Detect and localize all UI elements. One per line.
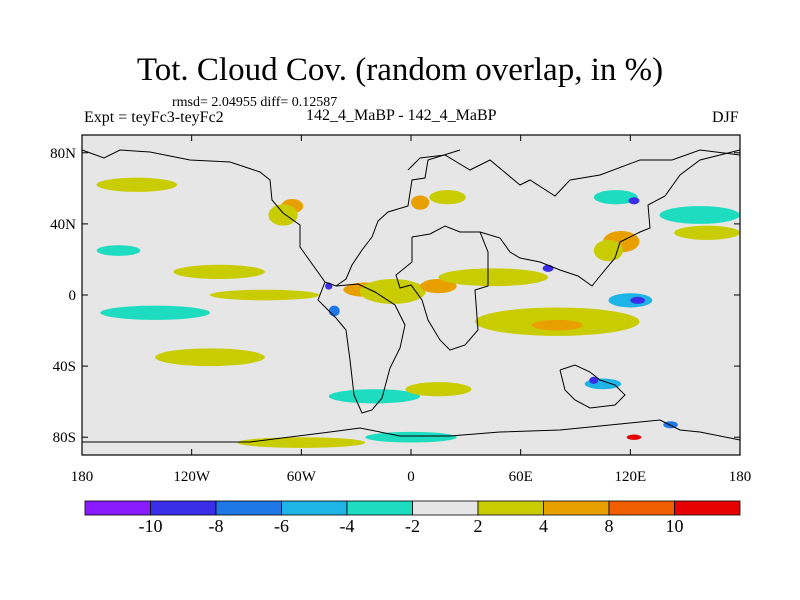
colorbar-bin	[346, 500, 413, 516]
colorbar-label: 8	[605, 516, 614, 536]
anomaly-pacific-s-cyan	[96, 245, 141, 256]
coastline-antarctica	[82, 419, 741, 443]
anomaly-n-pacific-yellow	[674, 225, 740, 240]
colorbar-bin	[412, 500, 479, 516]
anomaly-pacific-n-band	[96, 177, 178, 192]
colorbar-bin	[84, 500, 151, 516]
anomaly-antarctic-cyan	[365, 431, 457, 443]
colorbar-bin	[215, 500, 282, 516]
anomaly-pacific-s-band-2	[155, 348, 265, 367]
x-tick-label: 60E	[509, 469, 533, 485]
anomaly-pacific-s-band	[100, 305, 210, 320]
colorbar-label: -6	[274, 516, 289, 536]
colorbar-bin	[608, 500, 675, 516]
coastline-australia	[559, 364, 626, 409]
colorbar-bin	[477, 500, 544, 516]
x-tick-label: 180	[729, 469, 752, 485]
colorbar-label: -4	[340, 516, 355, 536]
x-tick-label: 0	[407, 469, 415, 485]
anomaly-e-asia-yellow	[593, 239, 624, 262]
anomaly-siberia-deep	[628, 197, 640, 205]
x-tick-label: 120W	[173, 469, 211, 485]
coastline-north-eurasia	[407, 149, 741, 197]
anomaly-africa-eq-orange	[420, 279, 457, 294]
anomaly-europe-orange	[411, 195, 430, 210]
colorbar-label: -2	[405, 516, 420, 536]
anomaly-s-ocean-yellow-2	[237, 437, 366, 448]
anomaly-s-ocean-cyan	[328, 389, 421, 404]
colorbar-bin	[674, 500, 741, 516]
colorbar-bin	[150, 500, 217, 516]
chart-title: Tot. Cloud Cov. (random overlap, in %)	[136, 52, 664, 88]
coastline-asia	[479, 149, 741, 287]
anomaly-n-pacific-cyan	[659, 206, 740, 224]
colorbar-label: 2	[474, 516, 483, 536]
coastlines	[81, 149, 741, 443]
y-tick-label: 40N	[50, 217, 76, 233]
colorbar-label: 4	[539, 516, 548, 536]
anomaly-w-pacific-blue	[608, 293, 653, 308]
y-tick-label: 40S	[53, 359, 76, 375]
anomaly-indian-s-orange	[531, 319, 583, 331]
x-tick-label: 60W	[287, 469, 317, 485]
anomaly-indian-band-yellow	[438, 268, 549, 287]
colorbar-label: -10	[139, 516, 163, 536]
colorbar-bin	[281, 500, 348, 516]
anomaly-se-asia-deep	[542, 264, 554, 272]
x-axis: 180 120W 60W 0 60E 120E 180	[71, 135, 752, 485]
anomaly-indian-s-deep	[589, 376, 599, 384]
coastline-south-america	[317, 281, 406, 414]
anomaly-n-america-yellow	[268, 204, 298, 226]
anomaly-antarctic-red	[626, 434, 642, 440]
experiment-label: Expt = teyFc3-teyFc2	[84, 109, 224, 126]
stats-line: rmsd= 2.04955 diff= 0.12587	[172, 95, 338, 110]
x-tick-label: 180	[71, 469, 94, 485]
anomaly-s-atl-blue	[328, 305, 340, 317]
colorbar-bin	[543, 500, 610, 516]
anomaly-siberia-cyan	[593, 190, 638, 205]
colorbar-label: -8	[209, 516, 224, 536]
anomaly-layer	[96, 177, 740, 448]
season-label: DJF	[712, 109, 739, 126]
y-tick-label: 0	[69, 288, 77, 304]
anomaly-s-ocean-yellow	[405, 382, 472, 397]
colorbar: -10 -8 -6 -4 -2 2 4 8 10	[84, 500, 741, 536]
coastline-africa-eurasia	[395, 225, 489, 351]
chart-subtitle: 142_4_MaBP - 142_4_MaBP	[306, 107, 497, 124]
colorbar-label: 10	[666, 516, 684, 536]
anomaly-w-pacific-deep	[630, 296, 645, 304]
anomaly-pacific-eq-yellow-2	[209, 289, 320, 301]
y-tick-label: 80S	[53, 430, 76, 446]
y-axis: 80N 40N 0 40S 80S	[50, 146, 740, 446]
y-tick-label: 80N	[50, 146, 76, 162]
anomaly-europe-yellow	[429, 190, 466, 205]
anomaly-pacific-eq-yellow	[173, 264, 265, 279]
coastline-north-america	[81, 149, 461, 287]
x-tick-label: 120E	[614, 469, 646, 485]
